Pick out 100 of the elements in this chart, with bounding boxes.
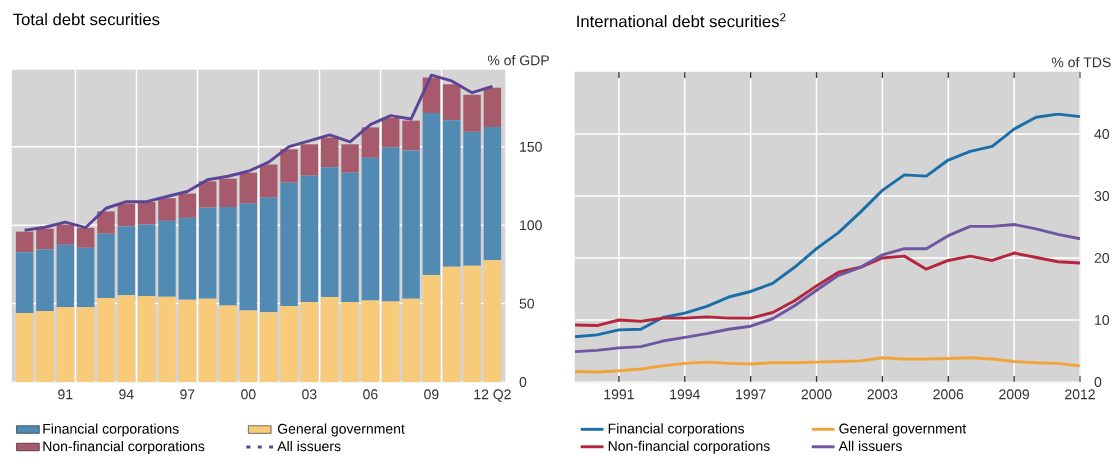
x-tick-label: 94: [119, 389, 134, 400]
legend-label: Financial corporations: [43, 423, 179, 437]
x-tick-label: 2000: [801, 389, 832, 400]
bar: [117, 203, 136, 227]
bar: [15, 313, 34, 382]
bar: [300, 144, 319, 176]
bar: [97, 211, 115, 234]
bar: [56, 244, 75, 308]
bar: [178, 299, 197, 382]
x-tick-label: 2003: [867, 389, 898, 400]
x-tick-label: 09: [424, 389, 439, 400]
bar: [280, 149, 298, 183]
bar: [198, 298, 217, 382]
bar: [219, 178, 237, 208]
bar: [15, 252, 34, 313]
x-tick-label: 91: [58, 389, 73, 400]
legend-label: All issuers: [277, 440, 341, 452]
line-series: [575, 356, 1081, 374]
y-tick-label: 100: [520, 220, 542, 231]
y-tick-label: 10: [1095, 315, 1110, 325]
y-tick-label: 0: [1094, 377, 1102, 387]
bar: [402, 120, 420, 151]
x-tick-label: 1991: [604, 389, 634, 400]
bar: [341, 172, 359, 303]
bar: [422, 112, 441, 276]
bar: [36, 249, 54, 312]
bar: [483, 260, 502, 382]
legend-label: Non-financial corporations: [608, 440, 770, 454]
bar: [381, 117, 400, 148]
bar: [300, 302, 319, 382]
bar: [117, 295, 136, 382]
bar: [341, 144, 359, 173]
x-tick-label: 1994: [670, 389, 700, 400]
x-tick-label: 00: [241, 389, 256, 400]
legend-label: Financial corporations: [608, 423, 745, 437]
x-tick-label: 12 Q2: [474, 389, 511, 402]
y-axis-title: % of GDP: [487, 55, 549, 66]
bar: [97, 298, 115, 382]
y-tick-label: 50: [519, 298, 535, 309]
bar: [158, 198, 176, 221]
bar: [320, 137, 339, 168]
bar: [463, 265, 481, 382]
bar: [76, 307, 95, 382]
bar: [76, 247, 95, 308]
bar: [239, 172, 258, 204]
bar: [36, 311, 54, 382]
bar: [442, 266, 461, 382]
bar: [361, 127, 380, 158]
line-series: [575, 223, 1081, 354]
y-tick-label: 30: [1094, 191, 1110, 201]
legend-label: General government: [839, 423, 967, 437]
bar: [280, 306, 298, 382]
bar: [280, 182, 298, 307]
y-tick-label: 0: [519, 377, 527, 387]
bar: [219, 305, 237, 382]
bar: [219, 207, 237, 306]
x-tick-label: 1997: [736, 389, 766, 400]
bar: [320, 167, 339, 298]
bar: [198, 207, 217, 299]
bar: [15, 231, 34, 253]
legend-label: Non-financial corporations: [43, 440, 205, 454]
bar: [442, 120, 461, 267]
bar: [36, 228, 54, 250]
x-tick-label: 2012: [1065, 389, 1095, 400]
bar: [422, 275, 441, 382]
bar: [361, 300, 380, 382]
bar: [300, 175, 319, 303]
bar: [341, 302, 359, 382]
y-axis-title: % of TDS: [1051, 57, 1111, 68]
bar: [158, 296, 176, 382]
bar: [259, 197, 278, 313]
legend-label: General government: [277, 423, 405, 437]
bar: [178, 217, 197, 300]
legend-label: All issuers: [838, 440, 902, 451]
bar: [259, 164, 278, 198]
bar: [178, 193, 197, 218]
bar: [239, 203, 258, 311]
bar: [259, 312, 278, 382]
bar: [320, 297, 339, 382]
y-tick-label: 20: [1094, 253, 1110, 263]
bar: [76, 227, 95, 248]
x-tick-label: 97: [180, 389, 195, 400]
chart-title: Total debt securities: [13, 13, 160, 26]
bar: [56, 224, 75, 245]
bar: [158, 220, 176, 297]
bar: [97, 233, 115, 299]
bar: [483, 127, 502, 261]
bar: [381, 147, 400, 302]
y-tick-label: 150: [520, 141, 542, 152]
x-tick-label: 06: [363, 389, 378, 400]
bar: [239, 310, 258, 382]
bar: [402, 150, 420, 299]
bar: [483, 87, 502, 128]
bar: [381, 301, 400, 382]
line-series: [575, 112, 1081, 339]
x-tick-label: 03: [302, 389, 317, 400]
bar: [117, 226, 136, 296]
bar: [463, 94, 481, 132]
bar: [137, 296, 156, 382]
bar: [137, 202, 156, 225]
